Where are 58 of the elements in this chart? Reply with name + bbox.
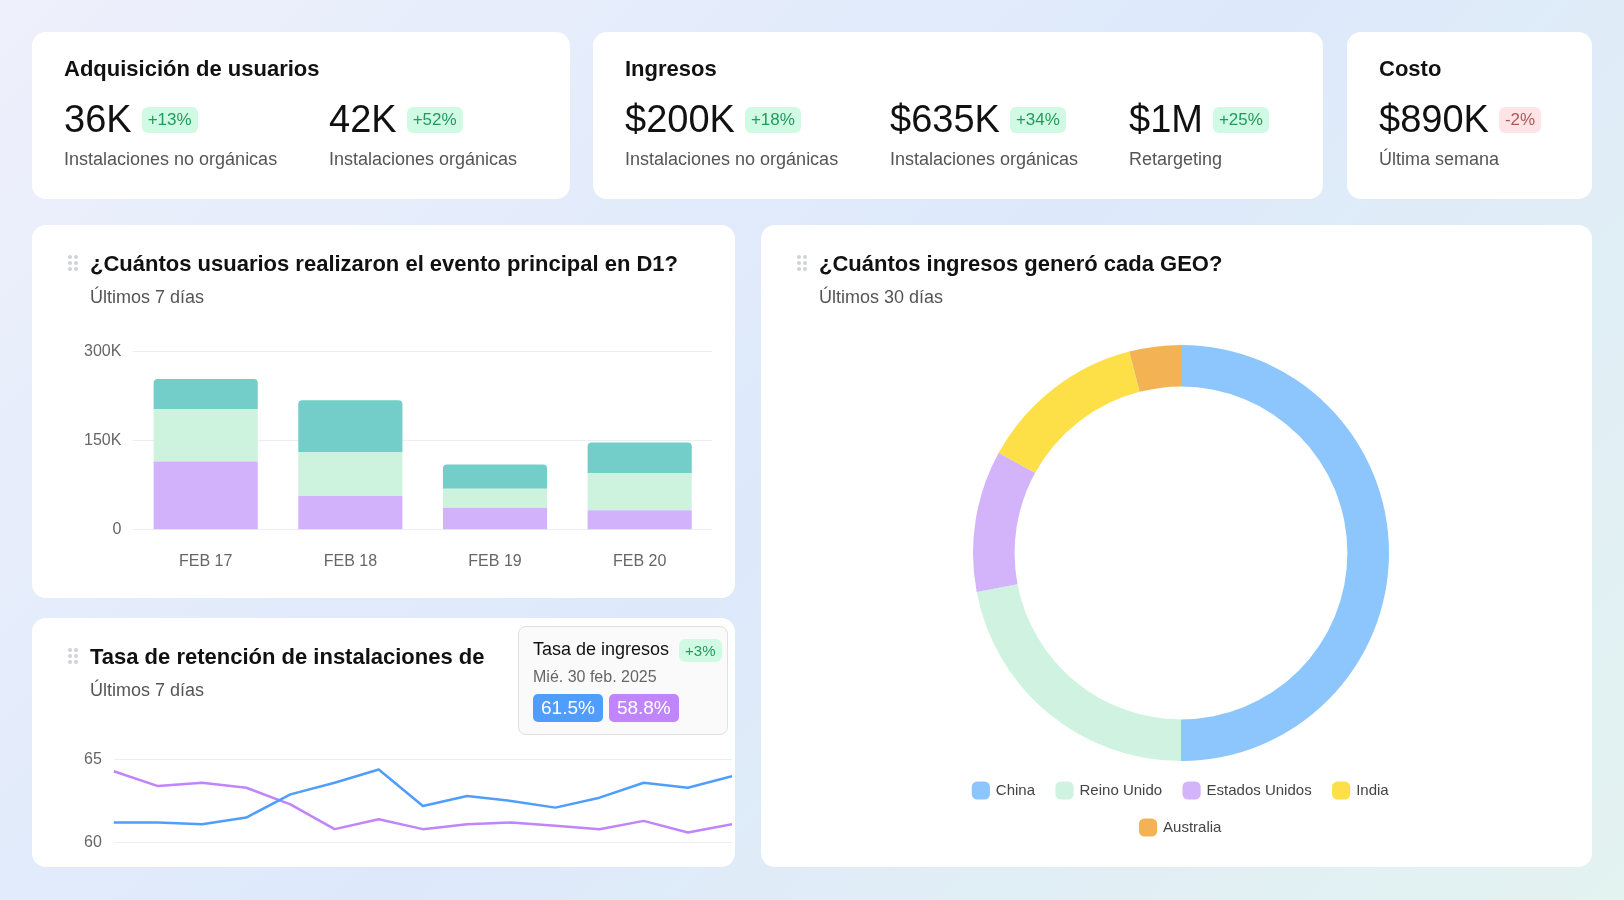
text: +3% bbox=[679, 639, 722, 662]
bar bbox=[153, 378, 258, 410]
text: Costo bbox=[1379, 56, 1442, 82]
text: +18% bbox=[744, 106, 801, 133]
text: -2% bbox=[1498, 106, 1542, 133]
bar bbox=[587, 510, 692, 530]
legend-label: Reino Unido bbox=[1079, 780, 1163, 798]
bar bbox=[442, 464, 548, 489]
text: Mié. 30 feb. 2025 bbox=[533, 668, 658, 686]
text: 42K bbox=[329, 98, 397, 141]
text: Instalaciones no orgánicas bbox=[64, 149, 278, 170]
bar bbox=[298, 400, 403, 452]
bar bbox=[298, 451, 403, 496]
chart-subtitle: Últimos 30 días bbox=[819, 287, 944, 308]
bar bbox=[442, 507, 548, 530]
bar bbox=[587, 442, 692, 474]
y-tick-label: 65 bbox=[84, 750, 102, 768]
text: Retargeting bbox=[1129, 149, 1224, 170]
text: 36K bbox=[64, 98, 132, 141]
text: +34% bbox=[1009, 106, 1066, 133]
chart-title: Tasa de retención de instalaciones de bbox=[90, 644, 485, 670]
text: Instalaciones orgánicas bbox=[329, 149, 518, 170]
legend-label: Estados Unidos bbox=[1206, 780, 1312, 798]
x-tick-label: FEB 19 bbox=[468, 551, 522, 569]
text: $890K bbox=[1379, 98, 1489, 141]
chart-title: ¿Cuántos ingresos generó cada GEO? bbox=[819, 251, 1223, 277]
chart-subtitle: Últimos 7 días bbox=[90, 287, 205, 308]
text: Instalaciones orgánicas bbox=[890, 149, 1079, 170]
legend-label: Australia bbox=[1163, 817, 1223, 835]
text: +13% bbox=[141, 106, 198, 133]
y-tick-label: 60 bbox=[84, 832, 102, 850]
y-tick-label: 150K bbox=[83, 431, 122, 449]
text: $1M bbox=[1129, 98, 1203, 141]
text: 58.8% bbox=[608, 694, 679, 722]
text: +25% bbox=[1212, 106, 1269, 133]
chart-subtitle: Últimos 7 días bbox=[90, 680, 205, 701]
legend-label: India bbox=[1356, 780, 1390, 798]
x-tick-label: FEB 17 bbox=[179, 551, 233, 569]
chart-title: ¿Cuántos usuarios realizaron el evento principal en D1? bbox=[90, 251, 679, 277]
y-tick-label: 0 bbox=[112, 520, 122, 538]
text: Ingresos bbox=[625, 56, 717, 82]
text: Adquisición de usuarios bbox=[64, 56, 320, 82]
bar bbox=[153, 461, 258, 530]
text: Última semana bbox=[1379, 149, 1501, 170]
bar bbox=[153, 409, 258, 462]
bar bbox=[298, 495, 403, 530]
bar bbox=[442, 488, 548, 508]
text: +52% bbox=[406, 106, 463, 133]
text: Instalaciones no orgánicas bbox=[625, 149, 839, 170]
text: $635K bbox=[890, 98, 1000, 141]
y-tick-label: 300K bbox=[83, 342, 122, 360]
text: Tasa de ingresos bbox=[533, 639, 670, 660]
x-tick-label: FEB 20 bbox=[612, 551, 667, 569]
text: $200K bbox=[625, 98, 735, 141]
text: 61.5% bbox=[533, 694, 603, 722]
x-tick-label: FEB 18 bbox=[323, 551, 378, 569]
bar bbox=[587, 473, 692, 511]
legend-label: China bbox=[995, 780, 1036, 798]
